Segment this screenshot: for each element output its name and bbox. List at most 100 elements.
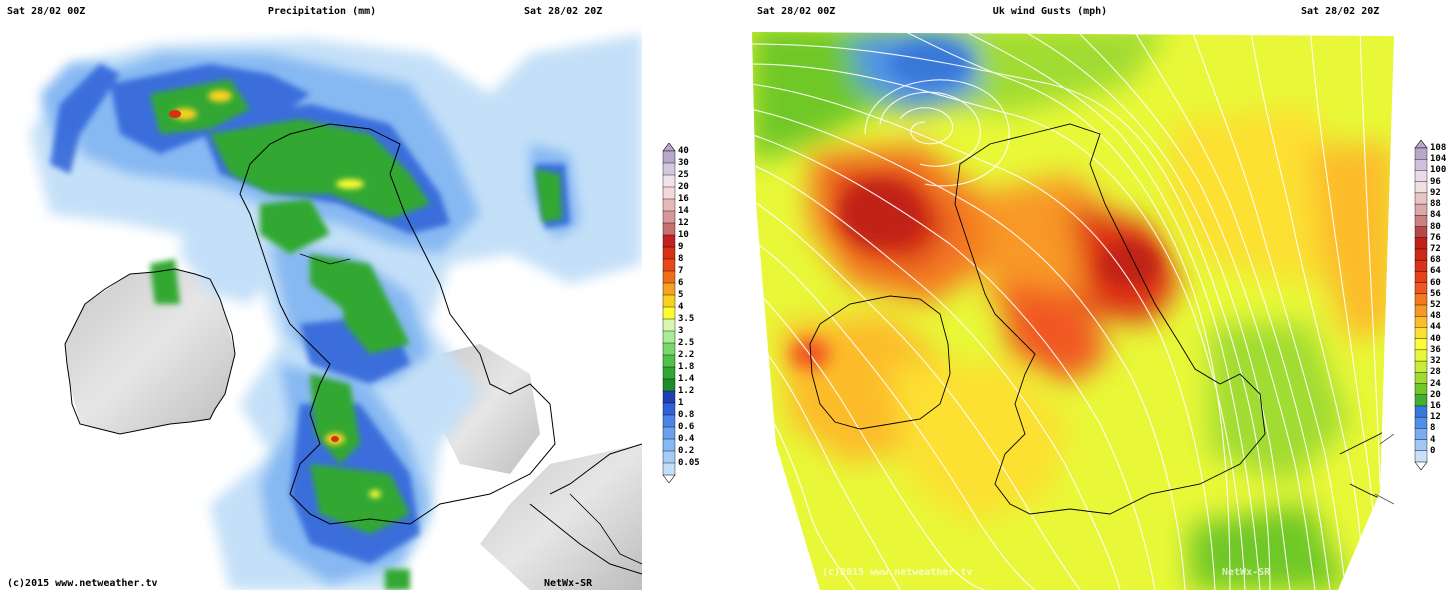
left-legend-swatch	[662, 174, 676, 188]
right-legend-swatch	[1414, 226, 1428, 239]
left-legend-label: 40	[678, 146, 689, 156]
left-legend-label: 8	[678, 254, 684, 264]
left-legend-label: 0.4	[678, 434, 695, 444]
left-legend-label: 0.6	[678, 422, 695, 432]
left-copyright: (c)2015 www.netweather.tv	[7, 578, 158, 589]
left-legend-swatch	[662, 294, 676, 308]
right-legend-swatch	[1414, 181, 1428, 194]
right-legend-swatch	[1414, 338, 1428, 351]
right-legend-label: 44	[1430, 322, 1441, 333]
right-legend-swatch	[1414, 428, 1428, 441]
right-legend-swatch	[1414, 237, 1428, 250]
right-legend-swatch	[1414, 405, 1428, 418]
right-legend-swatch	[1414, 316, 1428, 328]
left-legend-swatch	[662, 462, 676, 476]
right-legend-swatch	[1414, 248, 1428, 261]
right-legend-label: 32	[1430, 356, 1441, 367]
left-legend-label: 1	[678, 398, 684, 408]
right-legend-swatch	[1414, 203, 1428, 216]
right-legend-label: 36	[1430, 344, 1441, 355]
right-legend-label: 88	[1430, 199, 1441, 210]
right-legend-label: 20	[1430, 389, 1441, 400]
left-legend-swatch	[662, 246, 676, 260]
left-legend-swatch	[662, 366, 676, 380]
left-legend-label: 1.4	[678, 374, 695, 384]
right-legend-top-arrow	[1414, 140, 1428, 149]
left-legend-swatch	[662, 318, 676, 332]
wind-gust-panel: Sat 28/02 00Z Uk wind Gusts (mph) Sat 28…	[724, 0, 1448, 591]
wind-streamlines	[752, 32, 1381, 590]
right-legend-label: 28	[1430, 367, 1441, 378]
right-legend-label: 64	[1430, 266, 1441, 277]
right-legend-label: 100	[1430, 165, 1447, 176]
right-legend-swatch	[1414, 215, 1428, 227]
left-legend-label: 12	[678, 218, 689, 228]
left-legend-swatch	[662, 450, 676, 464]
right-legend-label: 16	[1430, 400, 1441, 411]
left-legend-swatch	[662, 270, 676, 284]
right-legend-label: 68	[1430, 255, 1441, 266]
right-legend-swatch	[1414, 271, 1428, 284]
right-legend-label: 8	[1430, 423, 1436, 434]
right-legend-swatch	[1414, 282, 1428, 295]
left-legend-label: 5	[678, 290, 684, 300]
right-legend-swatch	[1414, 147, 1428, 160]
left-legend-swatch	[662, 354, 676, 368]
right-legend-swatch	[1414, 259, 1428, 272]
right-legend-label: 48	[1430, 311, 1441, 322]
precip-field-yellow	[173, 90, 381, 498]
left-legend-label: 9	[678, 242, 684, 252]
wind-gust-colorbar	[1414, 140, 1428, 470]
right-legend-swatch	[1414, 416, 1428, 429]
left-legend-label: 1.2	[678, 386, 695, 396]
wind-gust-map	[750, 24, 1394, 590]
right-legend-label: 92	[1430, 187, 1441, 198]
right-copyright: (c)2015 www.netweather.tv	[822, 567, 973, 578]
right-legend-label: 52	[1430, 300, 1441, 310]
precipitation-panel: Sat 28/02 00Z Precipitation (mm) Sat 28/…	[7, 6, 717, 590]
border-lines	[299, 253, 642, 565]
wind-gust-legend: 108 104 100 96 92 88 84 80 76 72 68 64 60 56 52 48 44 40 3…	[1414, 140, 1448, 470]
right-legend-swatch	[1414, 170, 1428, 183]
left-legend-swatch	[662, 414, 676, 428]
right-legend-label: 0	[1430, 445, 1436, 456]
left-legend-swatch	[662, 198, 676, 212]
right-legend-label: 72	[1430, 243, 1441, 254]
right-legend-swatch	[1414, 360, 1428, 373]
left-legend-label: 4	[678, 302, 684, 312]
left-model-label: NetWx-SR	[544, 578, 593, 589]
right-legend-label: 4	[1430, 434, 1436, 445]
left-legend-label: 1.8	[678, 362, 695, 372]
right-valid-from: Sat 28/02 00Z	[757, 6, 836, 17]
right-legend-bottom-arrow	[1414, 461, 1428, 470]
right-legend-swatch	[1414, 383, 1428, 396]
right-legend-swatch	[1414, 159, 1428, 171]
left-legend-swatch	[662, 342, 676, 356]
left-legend-swatch	[662, 282, 676, 296]
right-legend-swatch	[1414, 349, 1428, 362]
right-legend-swatch	[1414, 192, 1428, 205]
right-legend-label: 40	[1430, 333, 1441, 344]
left-legend-swatch	[662, 186, 676, 200]
left-map-title: Precipitation (mm)	[267, 6, 377, 17]
precip-field-red	[169, 110, 339, 442]
right-legend-swatch	[1414, 450, 1428, 463]
right-legend-swatch	[1414, 293, 1428, 306]
left-legend-label: 14	[678, 206, 689, 216]
coastlines	[64, 123, 642, 575]
left-legend-label: 2.2	[678, 350, 695, 360]
precipitation-legend: 40 30 25 20 16 14 12 10 9 8 7 6 5 4 3.5 3 2.5 2.2 1.8 1.4 1.…	[662, 143, 717, 483]
left-legend-swatch	[662, 234, 676, 248]
right-legend-label: 24	[1430, 378, 1441, 389]
right-legend-swatch	[1414, 439, 1428, 452]
right-legend-label: 84	[1430, 210, 1441, 221]
left-legend-label: 3	[678, 326, 684, 336]
left-legend-swatch	[662, 150, 676, 164]
left-legend-swatch	[662, 438, 676, 452]
left-legend-swatch	[662, 330, 676, 344]
left-valid-to: Sat 28/02 20Z	[524, 6, 603, 17]
left-legend-swatch	[662, 426, 676, 440]
right-legend-label: 76	[1430, 232, 1441, 243]
right-legend-label: 12	[1430, 412, 1441, 423]
right-legend-label: 108	[1430, 143, 1447, 153]
